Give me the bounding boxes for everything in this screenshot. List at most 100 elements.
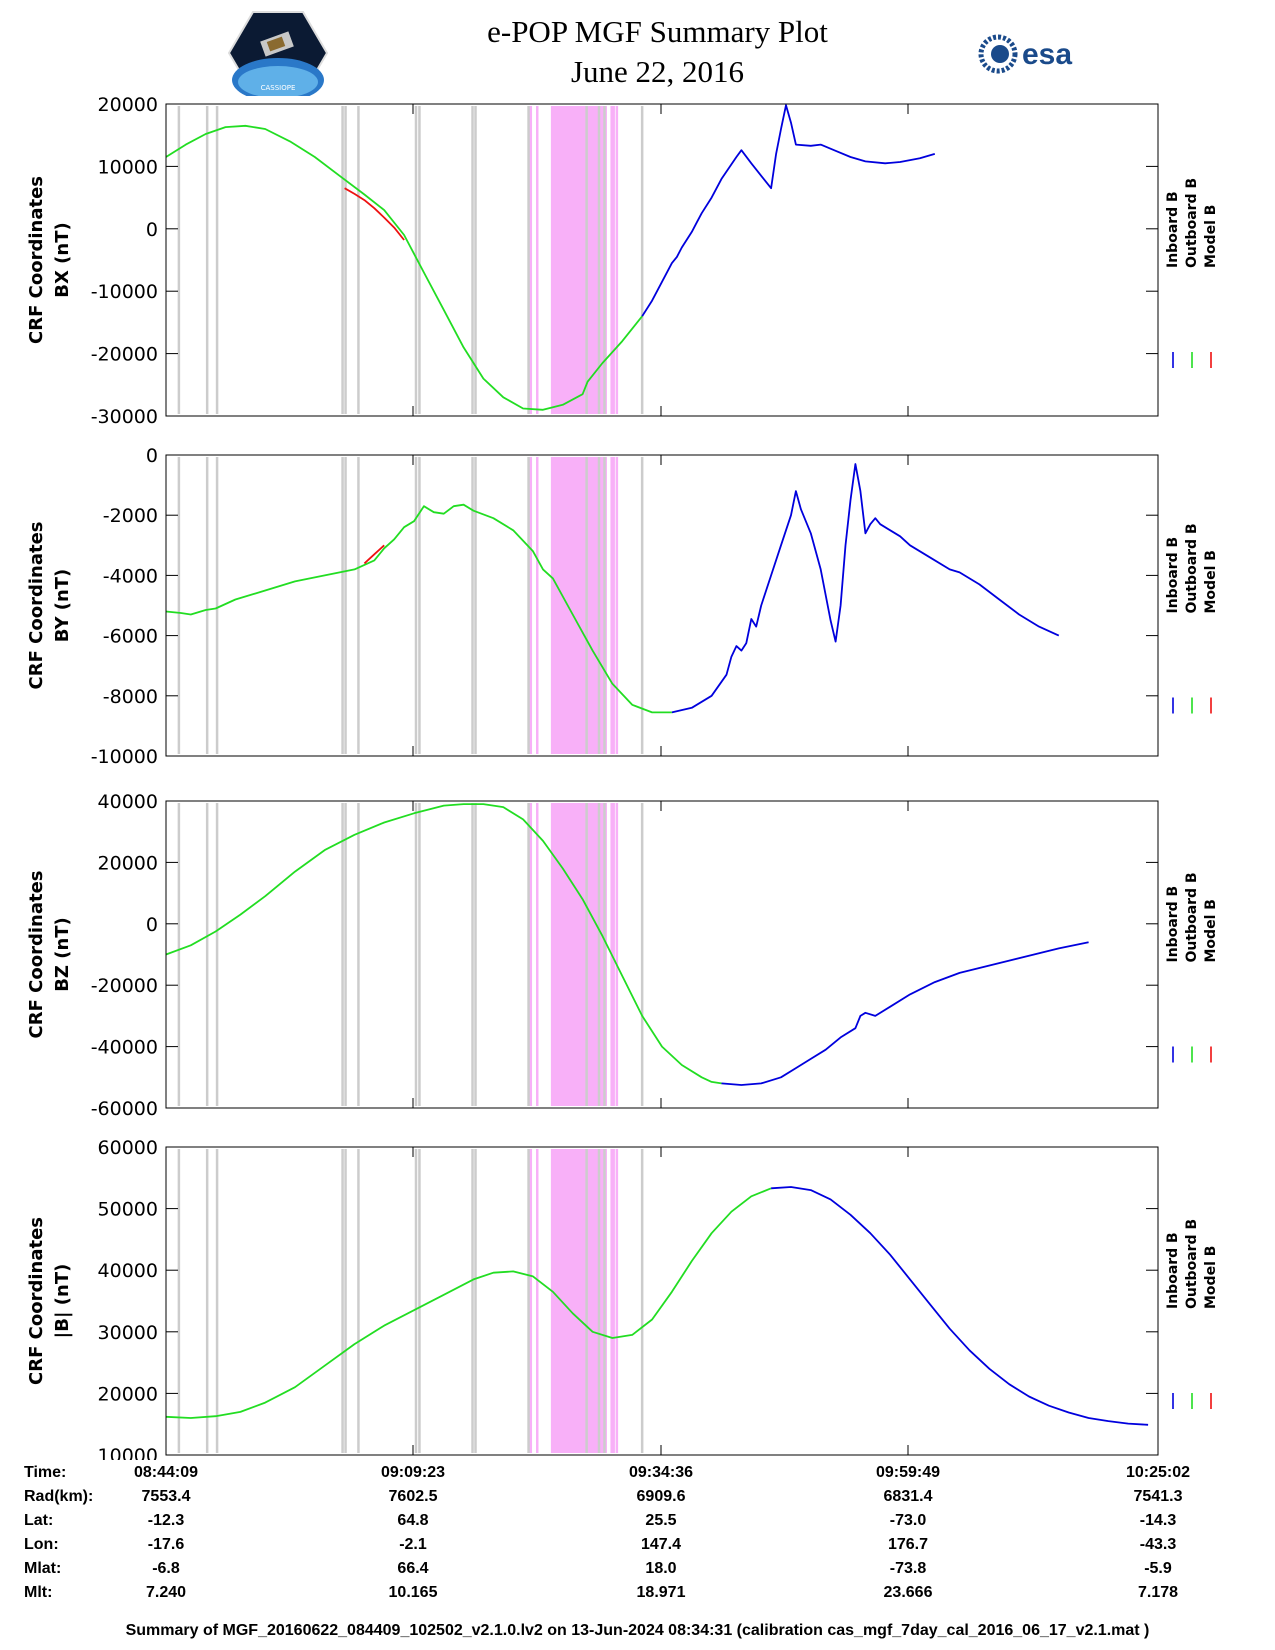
shaded-band: [529, 106, 533, 414]
y-axis-label: CRF Coordinates |B| (nT): [26, 1217, 73, 1385]
title-line-1: e-POP MGF Summary Plot: [487, 14, 828, 49]
info-value: 147.4: [640, 1536, 682, 1553]
info-value: 09:09:23: [380, 1464, 446, 1481]
info-value: -2.1: [399, 1536, 427, 1553]
y-tick-label: -4000: [103, 565, 158, 587]
y-tick-label: 50000: [98, 1199, 158, 1221]
shaded-band: [529, 803, 533, 1106]
info-value: -73.0: [889, 1512, 927, 1529]
info-row: Lat: -12.3 64.8 25.5 -73.0 -14.3: [0, 1512, 1275, 1536]
info-value: -14.3: [1139, 1512, 1177, 1529]
info-value: 18.971: [636, 1584, 686, 1601]
series-inboard-b: [641, 104, 936, 317]
series-model-b: [344, 187, 405, 241]
y-axis-label-line-2: BZ (nT): [52, 917, 73, 992]
title-line-2: June 22, 2016: [570, 54, 745, 89]
legend-entry: Inboard B: [1165, 191, 1181, 268]
legend-entry: Model B: [1203, 205, 1219, 268]
info-value: 09:34:36: [628, 1464, 694, 1481]
info-row: Time: 08:44:09 09:09:23 09:34:36 09:59:49 10:…: [0, 1464, 1275, 1488]
shaded-band: [550, 803, 607, 1106]
series-model-b: [363, 544, 385, 565]
series-outboard-b: [165, 503, 672, 714]
shaded-band: [536, 803, 539, 1106]
y-axis-label-line-1: CRF Coordinates: [26, 871, 47, 1039]
info-label: Lon:: [24, 1536, 59, 1553]
info-row: Rad(km): 7553.4 7602.5 6909.6 6831.4 7541.3: [0, 1488, 1275, 1512]
y-tick-label: 20000: [98, 852, 158, 874]
info-value: 08:44:09: [133, 1464, 199, 1481]
legend-entry: Outboard B: [1184, 1219, 1200, 1309]
legend-entry: Inboard B: [1165, 537, 1181, 614]
info-row: Lon: -17.6 -2.1 147.4 176.7 -43.3: [0, 1536, 1275, 1560]
info-value: 6831.4: [883, 1488, 933, 1505]
panel-by: 0 -2000 -4000 -6000 -8000 -10000 CRF Coordinat…: [26, 445, 1219, 768]
y-axis-label: CRF Coordinates BY (nT): [26, 522, 73, 690]
legend-entry: Outboard B: [1184, 523, 1200, 613]
info-value: 23.666: [883, 1584, 933, 1601]
info-value: 6909.6: [636, 1488, 686, 1505]
y-axis-label-line-1: CRF Coordinates: [26, 522, 47, 690]
y-tick-label: 40000: [98, 791, 158, 813]
plot-title: e-POP MGF Summary Plot June 22, 2016: [0, 12, 1275, 92]
info-value: 7602.5: [388, 1488, 438, 1505]
legend-entry: Model B: [1203, 1246, 1219, 1309]
svg-text:CASSIOPE: CASSIOPE: [261, 84, 296, 92]
shaded-band: [529, 457, 533, 754]
panel-bx: 20000 10000 0 -10000 -20000 -30000 CRF Coordin…: [26, 94, 1219, 428]
series-outboard-b: [165, 803, 722, 1085]
series-outboard-b: [165, 1187, 772, 1419]
y-tick-label: 0: [146, 219, 158, 241]
y-tick-label: -40000: [91, 1037, 158, 1059]
info-value: 64.8: [397, 1512, 429, 1529]
info-value: 66.4: [397, 1560, 429, 1577]
info-value: -43.3: [1139, 1536, 1177, 1553]
footer-caption: Summary of MGF_20160622_084409_102502_v2…: [125, 1622, 1150, 1639]
shaded-band: [529, 1149, 533, 1453]
shaded-band: [536, 106, 539, 414]
legend-entry: Model B: [1203, 899, 1219, 962]
y-tick-label: 20000: [98, 94, 158, 116]
y-axis-label: CRF Coordinates BX (nT): [26, 176, 73, 344]
y-axis-label-line-2: BX (nT): [52, 222, 73, 297]
shaded-band: [536, 457, 539, 754]
plot-frame: [165, 800, 1159, 1109]
info-label: Lat:: [24, 1512, 54, 1529]
info-value: -12.3: [147, 1512, 185, 1529]
y-tick-label: -2000: [103, 505, 158, 527]
svg-text:esa: esa: [1022, 38, 1072, 71]
y-tick-label: -10000: [91, 281, 158, 303]
y-tick-label: -60000: [91, 1098, 158, 1120]
series-inboard-b: [721, 941, 1089, 1086]
y-tick-label: -6000: [103, 626, 158, 648]
y-tick-label: -20000: [91, 344, 158, 366]
info-label: Mlt:: [24, 1584, 53, 1601]
legend-entry: Model B: [1203, 550, 1219, 613]
plot-frame: [165, 1146, 1159, 1456]
esa-logo: esa: [978, 34, 1072, 74]
shaded-band: [536, 1149, 539, 1453]
y-tick-label: -8000: [103, 686, 158, 708]
legend-entry: Inboard B: [1165, 886, 1181, 963]
panel-bmag: 60000 50000 40000 30000 20000 10000 CRF Coordi…: [26, 1137, 1219, 1460]
y-axis-label-line-2: BY (nT): [52, 569, 73, 643]
legend-entry: Outboard B: [1184, 872, 1200, 962]
legend-entry: Inboard B: [1165, 1232, 1181, 1309]
info-value: -6.8: [152, 1560, 180, 1577]
info-row: Mlat: -6.8 66.4 18.0 -73.8 -5.9: [0, 1560, 1275, 1584]
info-value: -17.6: [147, 1536, 185, 1553]
plot-frame: [165, 103, 1159, 417]
series-inboard-b: [771, 1186, 1149, 1426]
y-axis-label: CRF Coordinates BZ (nT): [26, 871, 73, 1039]
info-value: 7541.3: [1133, 1488, 1183, 1505]
info-value: 7.178: [1137, 1584, 1179, 1601]
y-tick-label: 10000: [98, 1445, 158, 1460]
info-value: 176.7: [887, 1536, 929, 1553]
info-value: 7553.4: [141, 1488, 191, 1505]
plot-frame: [165, 454, 1159, 757]
cassiope-logo: CASSIOPE: [228, 11, 328, 96]
info-value: 7.240: [145, 1584, 187, 1601]
y-tick-label: 10000: [98, 156, 158, 178]
y-axis-label-line-1: CRF Coordinates: [26, 176, 47, 344]
